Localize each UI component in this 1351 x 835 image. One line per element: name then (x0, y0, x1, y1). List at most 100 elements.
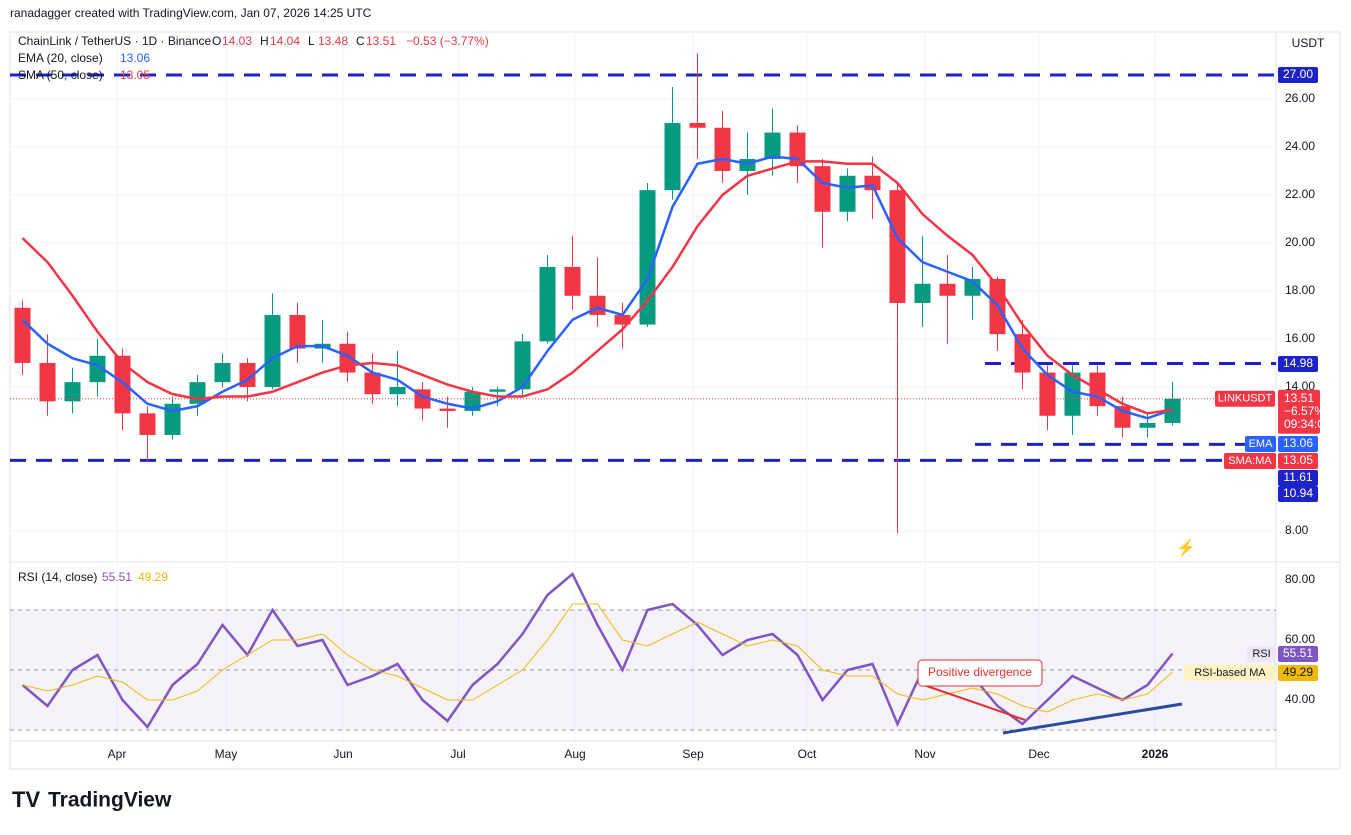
axis-tag-label: 55.51 (1283, 646, 1313, 660)
rsi-tag-label: RSI-based MA (1194, 667, 1266, 679)
legend-value: 14.03 (222, 34, 252, 48)
y-tick-label: 18.00 (1285, 283, 1315, 297)
annotation: Positive divergence (928, 665, 1032, 679)
price-tag (1278, 389, 1320, 434)
candle-body (289, 314, 306, 349)
currency: USDT (1292, 36, 1325, 50)
legend-name: SMA (50, close) (18, 68, 103, 82)
candle-body (439, 408, 456, 411)
axis-tag-label: 13.05 (1283, 453, 1313, 467)
candle-body (1114, 406, 1131, 428)
x-tick-label: Oct (798, 747, 817, 761)
annotation-box (917, 659, 1043, 687)
x-tick-label: Jul (450, 747, 465, 761)
rsi-tick-label: 40.00 (1285, 692, 1315, 706)
legend-key: L (308, 34, 315, 48)
series-tag-label: SMA:MA (1228, 455, 1272, 467)
legend-key: C (356, 34, 365, 48)
x-tick-label: Aug (564, 747, 585, 761)
legend-value: 13.05 (120, 68, 150, 82)
candle-body (664, 122, 681, 191)
candle-body (1139, 422, 1156, 428)
axis-tag-label: 49.29 (1283, 665, 1313, 679)
candle-body (64, 382, 81, 402)
candle-body (839, 175, 856, 212)
candle-body (639, 190, 656, 325)
x-tick-label: Dec (1028, 747, 1049, 761)
legend-value: 13.51 (366, 34, 396, 48)
y-tick-label: 14.00 (1285, 379, 1315, 393)
series-tag (1245, 436, 1276, 452)
axis-tag (1278, 665, 1318, 681)
axis-tag (1278, 356, 1318, 372)
candle-body (614, 314, 631, 325)
y-tick-label: 26.00 (1285, 91, 1315, 105)
axis-tag (1278, 436, 1318, 452)
rsi-tag (1247, 646, 1276, 662)
series-tag (1224, 453, 1276, 469)
rsi-legend-value: 55.51 (102, 570, 132, 584)
candle-body (539, 266, 556, 342)
candle-body (1064, 372, 1081, 416)
candle-body (689, 122, 706, 128)
divergence-line (917, 682, 1026, 721)
y-tick-label: 24.00 (1285, 139, 1315, 153)
candle-body (589, 295, 606, 315)
x-tick-label: Sep (682, 747, 704, 761)
candle-body (389, 386, 406, 395)
legend-value: 14.04 (270, 34, 300, 48)
candle-body (564, 266, 581, 296)
rsi-tick-label: 60.00 (1285, 632, 1315, 646)
credit: ranadagger created with TradingView.com,… (10, 6, 372, 20)
candle-body (764, 132, 781, 159)
rsi-tag (1184, 665, 1276, 681)
candle-body (489, 389, 506, 392)
rsi-legend: RSI (14, close) (18, 570, 97, 584)
x-tick-label: 2026 (1142, 747, 1169, 761)
y-tick-label: 16.00 (1285, 331, 1315, 345)
x-tick-label: Nov (914, 747, 935, 761)
candle-body (364, 372, 381, 395)
x-tick-label: Apr (108, 747, 127, 761)
rsi-tag-label: RSI (1252, 648, 1270, 660)
price-tag-countdown: 09:34:08 (1284, 417, 1331, 431)
rsi-legend-value: 49.29 (138, 570, 168, 584)
legend-name: EMA (20, close) (18, 51, 103, 65)
symbol-tag (1215, 390, 1275, 407)
candle-body (14, 307, 31, 363)
candle-body (39, 362, 56, 402)
axis-tag-label: 27.00 (1283, 67, 1313, 81)
y-tick-label: 22.00 (1285, 187, 1315, 201)
axis-tag (1278, 453, 1318, 469)
legend-value: 13.48 (318, 34, 348, 48)
moving-average (21, 160, 1173, 415)
frame (9, 31, 1341, 770)
y-tick-label: 20.00 (1285, 235, 1315, 249)
legend-key: H (260, 34, 269, 48)
x-tick-label: May (215, 747, 238, 761)
candle-body (964, 278, 981, 296)
axis-tag-label: 13.06 (1283, 436, 1313, 450)
series-tag-label: EMA (1249, 438, 1274, 450)
axis-tag (1278, 646, 1318, 662)
candle-body (714, 127, 731, 171)
candle-body (264, 314, 281, 387)
x-tick-label: Jun (333, 747, 352, 761)
candle-body (889, 190, 906, 303)
candle-body (214, 362, 231, 383)
axis-tag (1278, 470, 1318, 486)
candle-body (939, 283, 956, 296)
axis-tag (1278, 486, 1318, 502)
candle-body (139, 413, 156, 435)
alert-icon[interactable]: ⚡ (1176, 538, 1196, 557)
divergence-line (1002, 702, 1183, 735)
price-tag-change: −6.57% (1284, 404, 1325, 418)
y-tick-label: 8.00 (1285, 523, 1309, 537)
candle-body (89, 355, 106, 383)
rsi-line (22, 603, 1173, 713)
candle-body (914, 283, 931, 303)
candle-body (189, 382, 206, 404)
price-tag-value: 13.51 (1284, 391, 1314, 405)
candle-body (1039, 372, 1056, 416)
